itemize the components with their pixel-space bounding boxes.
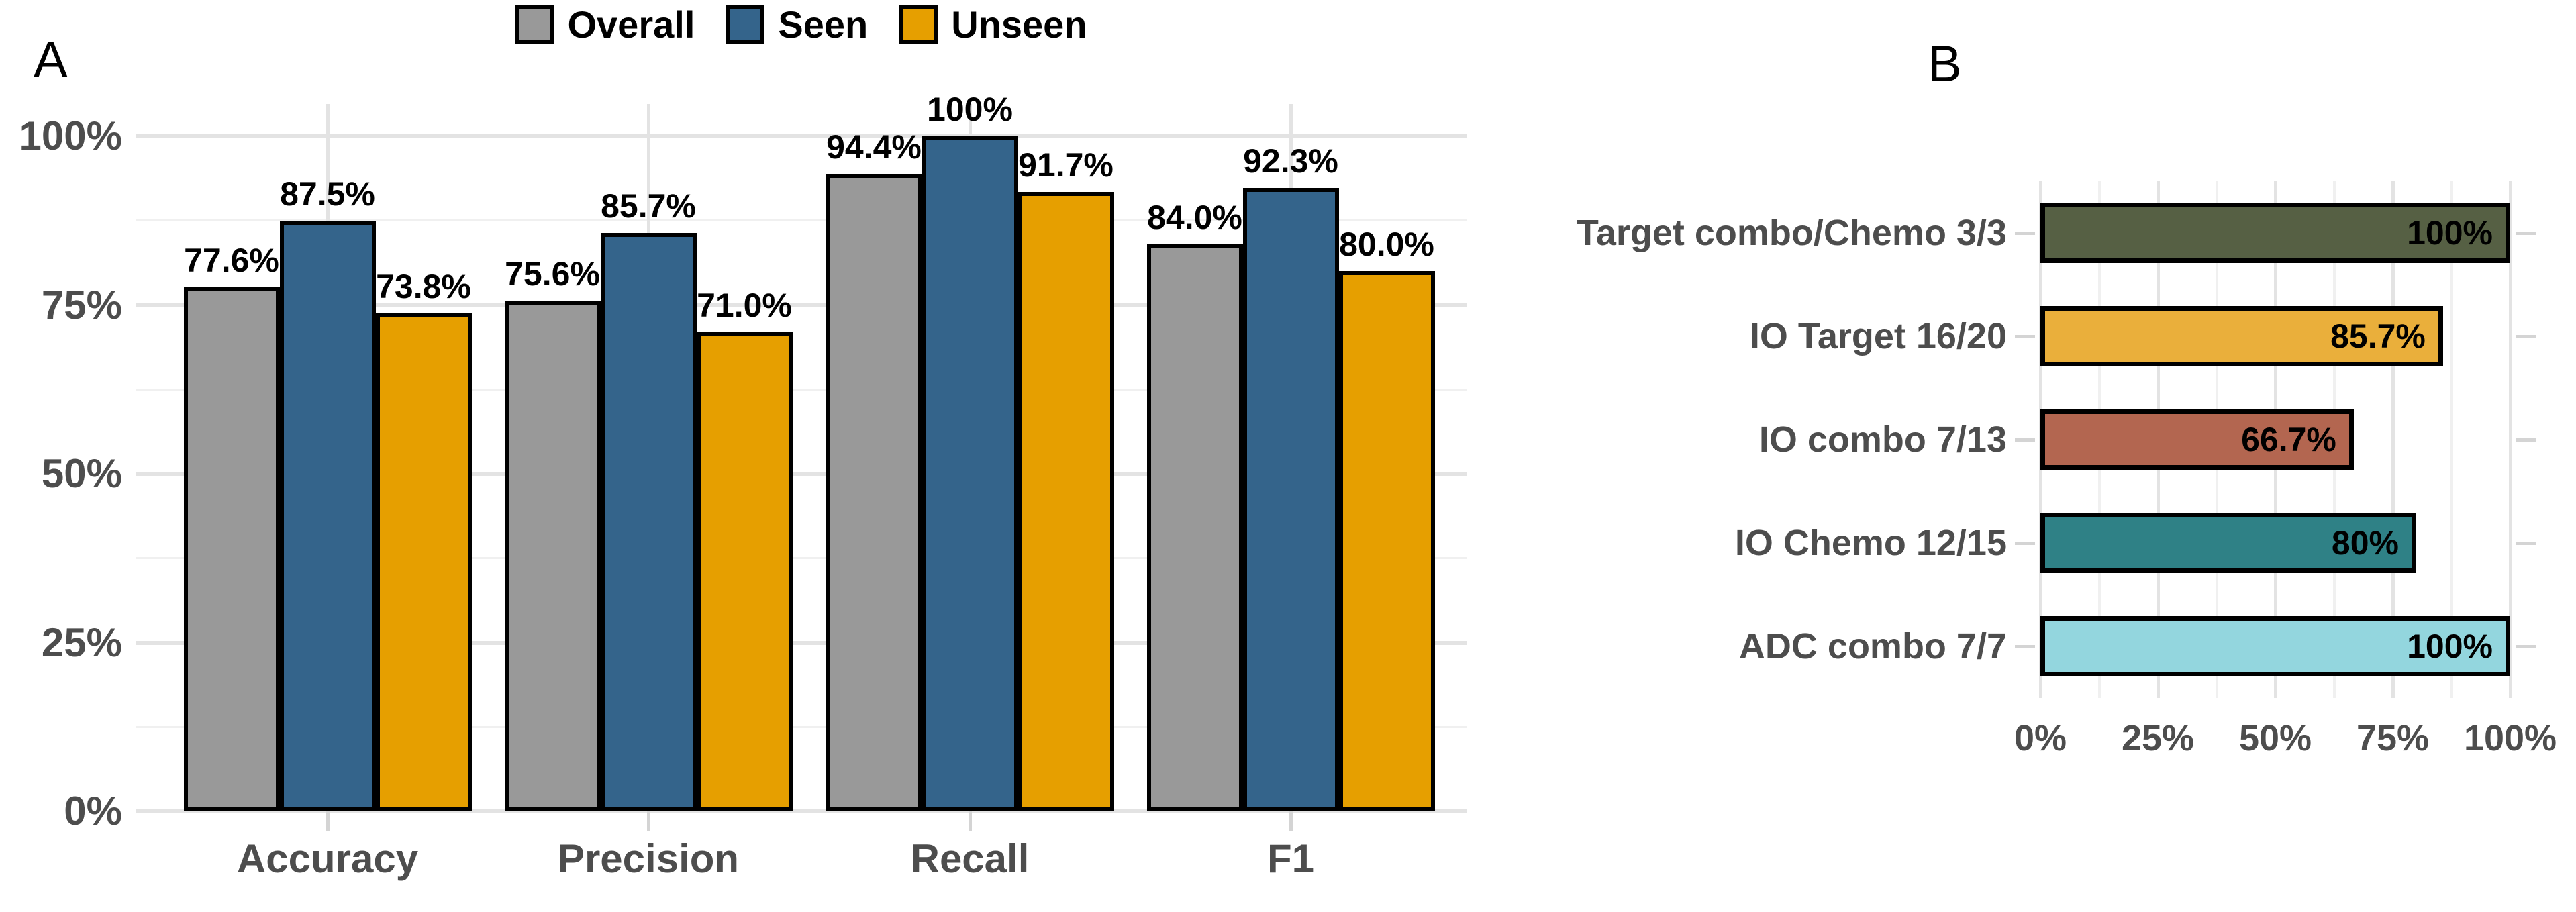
x-tick-label-0: 0%: [2014, 718, 2067, 758]
legend-swatch-overall-icon: [515, 5, 554, 44]
value-label-recall-unseen: 91.7%: [1018, 146, 1113, 185]
gridline-h-minor: [136, 388, 1467, 391]
x-tick-label-75: 75%: [2356, 718, 2430, 758]
row-label-target-combo-chemo-3-3: Target combo/Chemo 3/3: [1576, 213, 2007, 253]
bar-f1-overall: [1146, 244, 1243, 811]
bar-recall-seen: [922, 136, 1018, 811]
value-label-io-chemo-12-15: 80%: [2331, 524, 2399, 562]
y-axis-tick-right-io-combo-7-13: [2516, 438, 2536, 442]
y-axis-tick-left-target-combo-chemo-3-3: [2015, 231, 2035, 235]
value-label-accuracy-unseen: 73.8%: [376, 267, 471, 305]
bar-accuracy-overall: [183, 287, 280, 811]
value-label-f1-seen: 92.3%: [1243, 142, 1338, 181]
x-axis-tick-recall: [968, 811, 972, 831]
bar-f1-seen: [1242, 188, 1339, 811]
y-tick-label-75: 75%: [41, 282, 122, 327]
bar-accuracy-seen: [279, 220, 376, 811]
bar-f1-unseen: [1338, 271, 1435, 811]
y-axis-tick-left-io-chemo-12-15: [2015, 541, 2035, 545]
bar-target-combo-chemo-3-3: [2040, 203, 2510, 263]
x-tick-label-100: 100%: [2463, 718, 2557, 758]
bar-recall-overall: [826, 174, 922, 811]
row-label-io-target-16-20: IO Target 16/20: [1749, 316, 2007, 356]
value-label-precision-overall: 75.6%: [505, 255, 600, 293]
y-axis-tick-right-io-target-16-20: [2516, 334, 2536, 338]
panel-a-plot: 0% 25% 50% 75% 100% 77.6% 87.5% 73.8% Accuracy 75…: [19, 92, 1467, 881]
y-axis-tick-left-io-target-16-20: [2015, 334, 2035, 338]
gridline-v-minor: [2450, 181, 2453, 698]
category-label-f1: F1: [1267, 836, 1315, 881]
bar-io-chemo-12-15: [2040, 513, 2416, 573]
bar-io-combo-7-13: [2040, 409, 2354, 470]
gridline-v-major: [2508, 181, 2512, 698]
panel-b-letter: B: [1928, 36, 1962, 93]
legend-swatch-unseen-icon: [899, 5, 938, 44]
y-tick-label-100: 100%: [19, 113, 122, 158]
value-label-accuracy-overall: 77.6%: [184, 242, 279, 280]
value-label-io-target-16-20: 85.7%: [2330, 317, 2426, 355]
legend-label-unseen: Unseen: [951, 3, 1087, 46]
x-axis-tick-accuracy: [326, 811, 330, 831]
x-tick-label-25: 25%: [2121, 718, 2195, 758]
row-label-io-chemo-12-15: IO Chemo 12/15: [1734, 523, 2007, 563]
bar-io-target-16-20: [2040, 306, 2443, 366]
bar-precision-seen: [600, 232, 697, 811]
legend-label-seen: Seen: [778, 3, 869, 46]
y-axis-tick-left-io-combo-7-13: [2015, 438, 2035, 442]
legend-swatch-seen-icon: [726, 5, 765, 44]
row-label-io-combo-7-13: IO combo 7/13: [1758, 419, 2007, 460]
bar-adc-combo-7-7: [2040, 616, 2510, 676]
value-label-accuracy-seen: 87.5%: [280, 174, 375, 213]
y-tick-label-0: 0%: [64, 789, 122, 833]
category-label-accuracy: Accuracy: [236, 836, 419, 881]
value-label-f1-overall: 84.0%: [1147, 198, 1242, 236]
bar-precision-overall: [504, 301, 601, 811]
legend-item-seen: Seen: [726, 5, 868, 44]
value-label-io-combo-7-13: 66.7%: [2241, 421, 2336, 458]
gridline-h-minor: [136, 725, 1467, 728]
category-label-recall: Recall: [910, 836, 1030, 881]
value-label-recall-seen: 100%: [927, 91, 1013, 128]
value-label-precision-unseen: 71.0%: [697, 286, 792, 324]
legend-item-overall: Overall: [515, 5, 695, 44]
y-tick-label-50: 50%: [41, 451, 122, 496]
legend-item-unseen: Unseen: [899, 5, 1087, 44]
row-label-adc-combo-7-7: ADC combo 7/7: [1738, 626, 2007, 666]
gridline-h-major: [136, 134, 1467, 138]
y-axis-tick-left-adc-combo-7-7: [2015, 644, 2035, 648]
x-tick-label-50: 50%: [2238, 718, 2312, 758]
gridline-h-major: [136, 472, 1467, 476]
gridline-v-major: [2391, 181, 2395, 698]
legend-label-overall: Overall: [567, 3, 695, 46]
bar-accuracy-unseen: [375, 313, 472, 811]
panel-b-plot: Target combo/Chemo 3/3 100% IO Target 16/2…: [1577, 181, 2557, 758]
gridline-h-minor: [136, 219, 1467, 222]
value-label-f1-unseen: 80.0%: [1339, 225, 1434, 264]
category-label-precision: Precision: [557, 836, 740, 881]
x-axis-tick-f1: [1289, 811, 1293, 831]
y-axis-tick-right-target-combo-chemo-3-3: [2516, 231, 2536, 235]
y-axis-tick-right-adc-combo-7-7: [2516, 644, 2536, 648]
gridline-h-major: [136, 809, 1467, 813]
value-label-target-combo-chemo-3-3: 100%: [2407, 214, 2493, 252]
value-label-precision-seen: 85.7%: [601, 187, 696, 225]
gridline-h-major: [136, 303, 1467, 307]
value-label-recall-overall: 94.4%: [826, 128, 922, 166]
gridline-h-minor: [136, 557, 1467, 560]
y-axis-tick-right-io-chemo-12-15: [2516, 541, 2536, 545]
panel-a-letter: A: [34, 32, 68, 89]
y-tick-label-25: 25%: [41, 619, 122, 665]
bar-precision-unseen: [696, 332, 793, 811]
value-label-adc-combo-7-7: 100%: [2407, 627, 2493, 665]
gridline-h-major: [136, 640, 1467, 645]
legend: Overall Seen Unseen: [136, 5, 1467, 44]
bar-recall-unseen: [1018, 192, 1114, 811]
x-axis-tick-precision: [646, 811, 650, 831]
